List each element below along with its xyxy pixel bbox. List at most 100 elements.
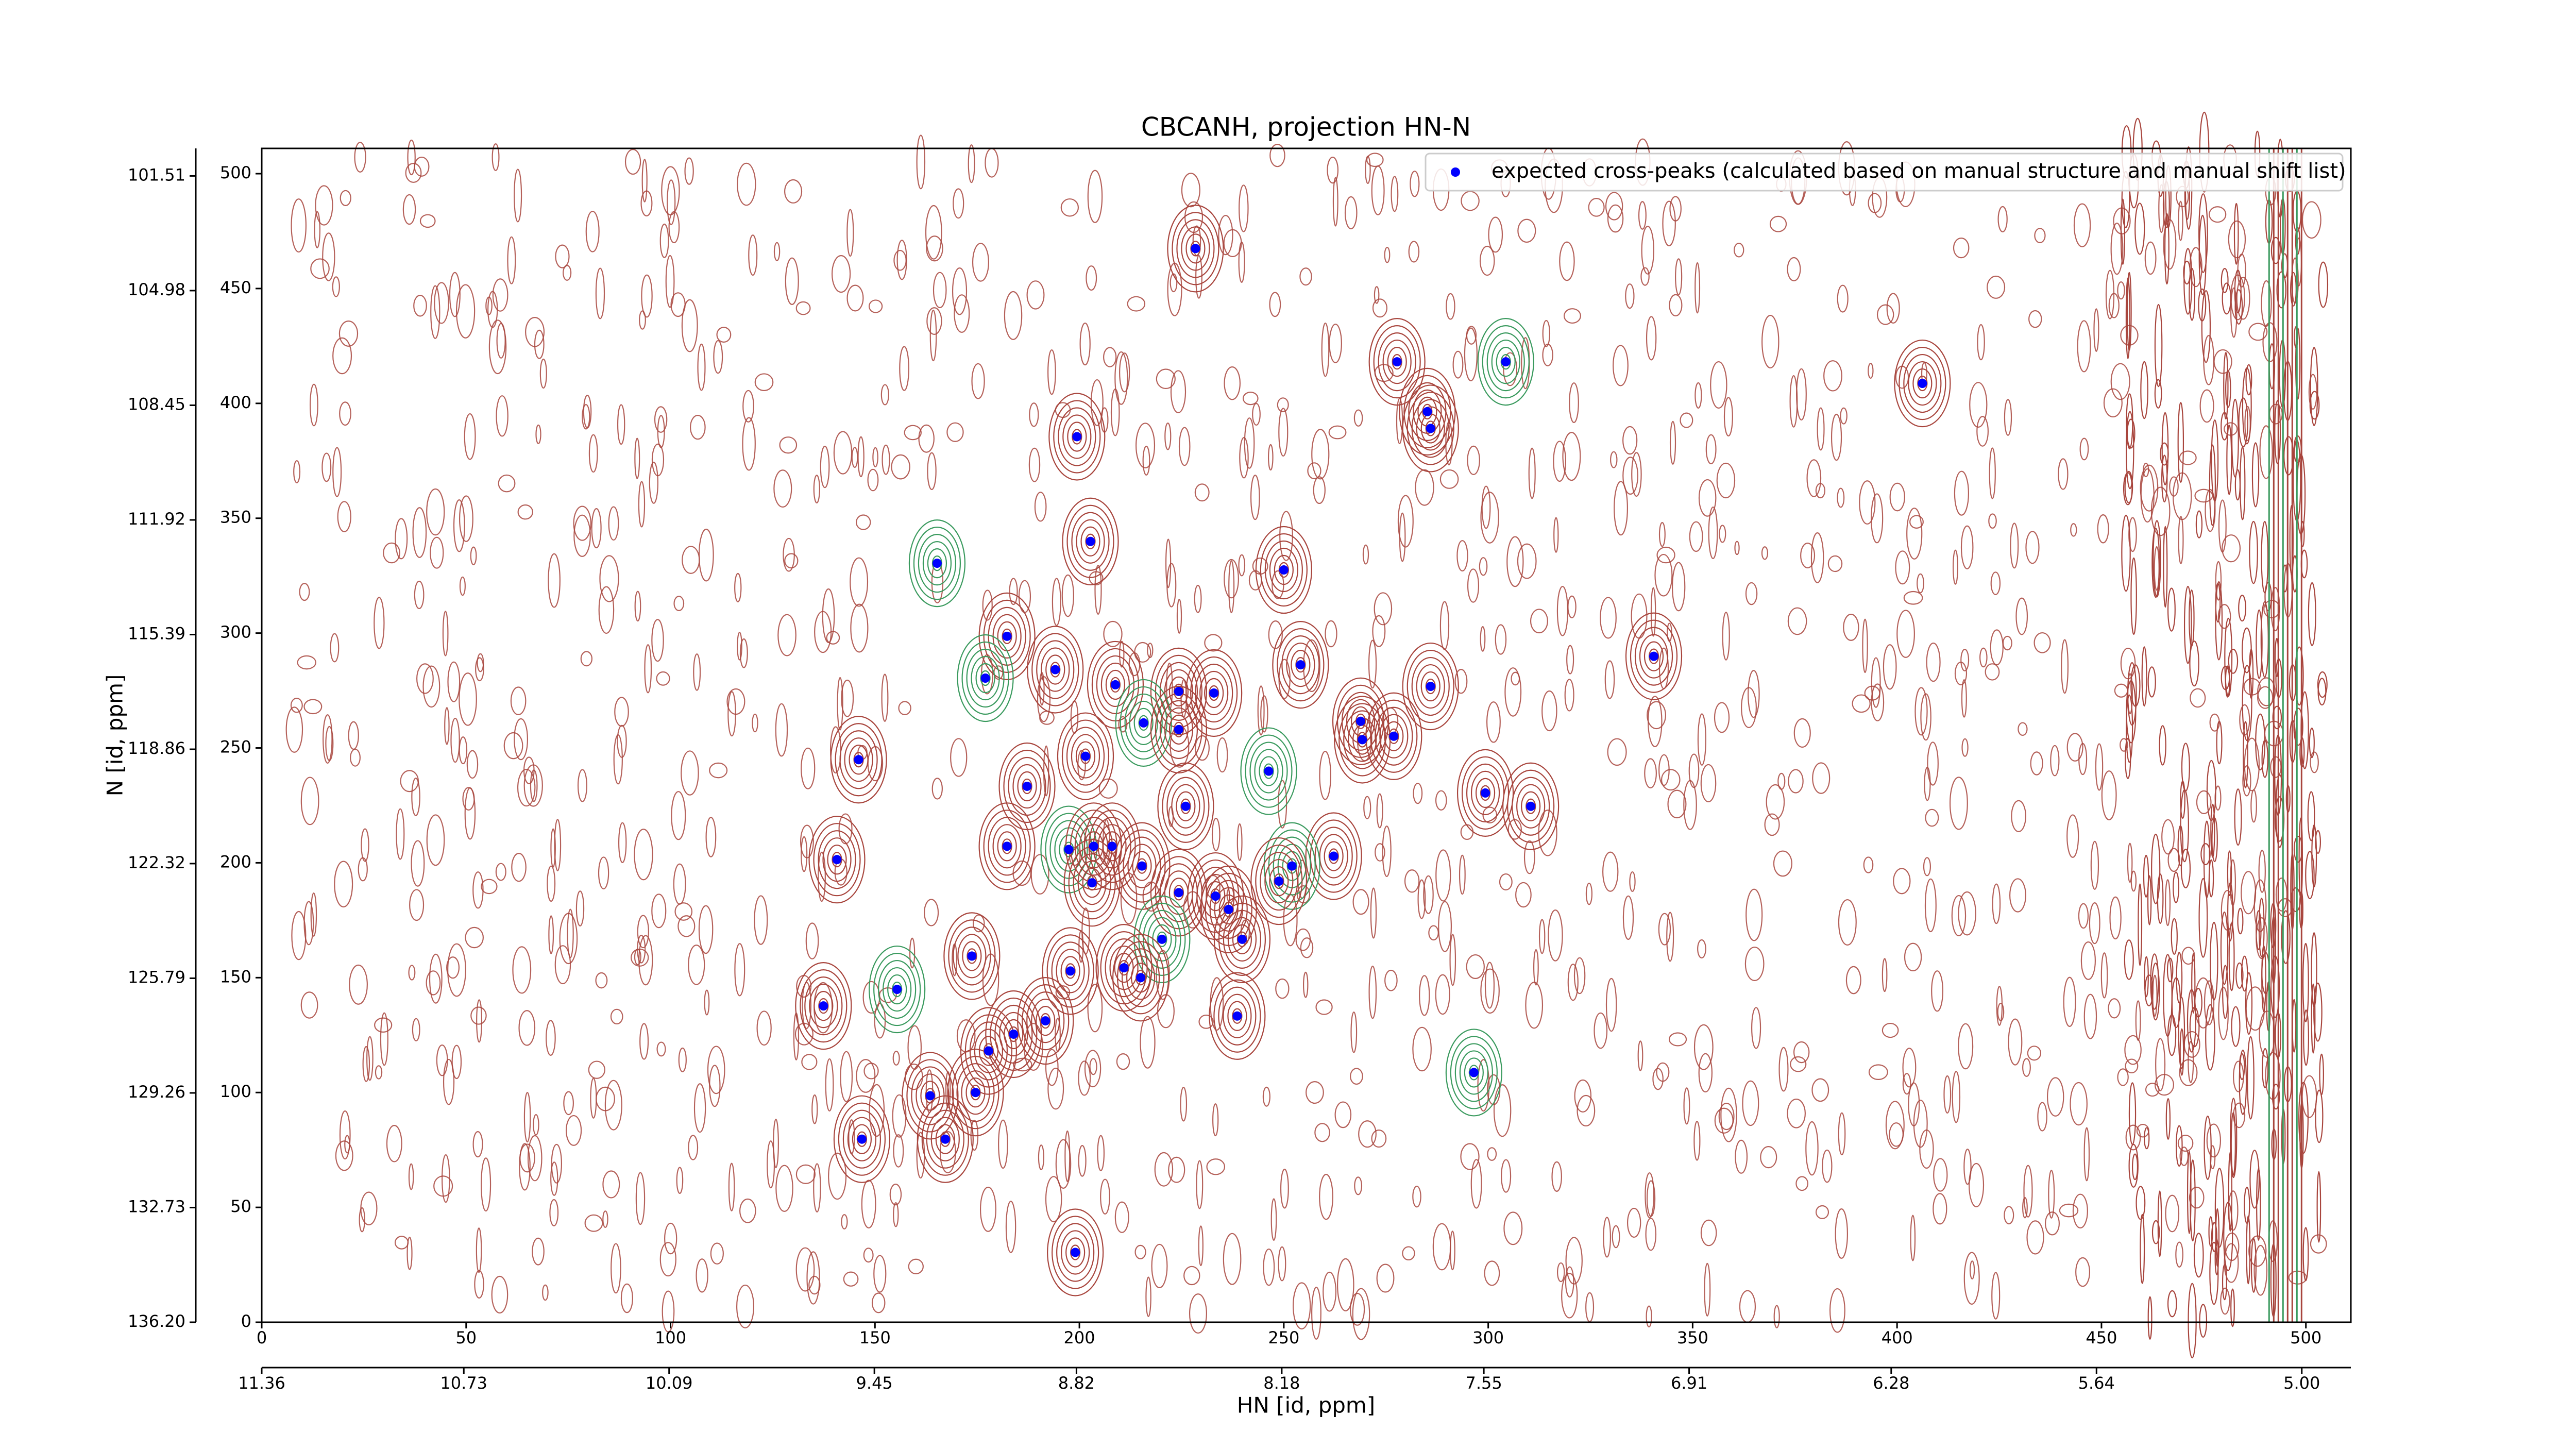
- noise-contour: [1561, 1273, 1578, 1319]
- noise-contour: [2046, 1077, 2064, 1117]
- noise-contour: [1683, 780, 1697, 830]
- noise-contour: [794, 1022, 814, 1046]
- noise-contour: [850, 603, 869, 653]
- x-tick-label: 450: [2086, 1328, 2117, 1347]
- noise-contour: [2302, 942, 2309, 1022]
- noise-contour: [1923, 857, 1931, 877]
- noise-contour: [1556, 585, 1569, 636]
- noise-contour: [773, 469, 792, 508]
- cross-peak: [971, 1088, 980, 1098]
- peak-contour: [983, 810, 1031, 883]
- noise-contour: [1170, 370, 1187, 413]
- noise-contour: [2246, 1215, 2251, 1285]
- noise-contour: [396, 808, 405, 860]
- peak-contour: [1126, 955, 1156, 1000]
- noise-contour: [677, 915, 696, 937]
- noise-contour: [1384, 969, 1398, 991]
- noise-contour: [1817, 407, 1825, 451]
- noise-contour: [2130, 870, 2137, 892]
- noise-contour: [2240, 446, 2246, 520]
- noise-contour: [2189, 1186, 2205, 1209]
- noise-contour: [1675, 258, 1683, 295]
- peak-contour: [1056, 1223, 1095, 1282]
- noise-contour: [736, 1284, 755, 1328]
- noise-contour: [1084, 1050, 1101, 1088]
- noise-contour: [411, 840, 425, 887]
- noise-contour: [2161, 412, 2169, 485]
- noise-contour: [1480, 968, 1500, 1014]
- noise-contour: [1467, 568, 1480, 603]
- noise-contour: [550, 828, 556, 868]
- cross-peak: [1501, 357, 1511, 367]
- noise-contour: [671, 791, 686, 840]
- peak-contour: [969, 1021, 1008, 1081]
- noise-contour: [495, 863, 506, 881]
- noise-contour: [1070, 700, 1079, 734]
- noise-contour: [2167, 1290, 2177, 1318]
- noise-contour: [1924, 878, 1937, 933]
- noise-contour: [1569, 382, 1579, 423]
- noise-contour: [1773, 1305, 1780, 1328]
- noise-contour: [2144, 956, 2149, 998]
- noise-contour: [1009, 578, 1018, 605]
- noise-contour: [1028, 447, 1041, 482]
- noise-contour: [1871, 683, 1885, 721]
- peak-contour: [1496, 347, 1516, 377]
- noise-contour: [1370, 887, 1377, 939]
- noise-contour: [1098, 778, 1118, 799]
- noise-contour: [831, 255, 851, 293]
- noise-contour: [1350, 1068, 1363, 1085]
- x-tick-label: 400: [1882, 1328, 1913, 1347]
- noise-contour: [1541, 690, 1557, 732]
- x-tick-label: 200: [1064, 1328, 1095, 1347]
- peak-contour: [1218, 894, 1239, 925]
- noise-contour: [2189, 267, 2196, 321]
- noise-contour: [1838, 1112, 1846, 1156]
- noise-contour: [1090, 379, 1104, 426]
- peak-contour: [1416, 664, 1445, 709]
- noise-contour: [2222, 534, 2241, 563]
- noise-contour: [1988, 513, 1997, 529]
- noise-contour: [856, 514, 871, 530]
- x2-tick-label: 5.00: [2283, 1373, 2320, 1393]
- peak-contour: [1486, 332, 1525, 392]
- noise-contour: [2083, 993, 2097, 1039]
- noise-contour: [2234, 469, 2241, 501]
- noise-contour: [857, 436, 865, 478]
- peak-contour: [948, 919, 996, 993]
- noise-contour: [2222, 282, 2232, 315]
- noise-contour: [1438, 901, 1452, 952]
- noise-contour: [1449, 934, 1456, 986]
- peak-contour: [1250, 837, 1308, 925]
- noise-contour: [1435, 974, 1450, 1015]
- noise-contour: [1669, 196, 1682, 222]
- noise-contour: [2223, 352, 2229, 420]
- noise-contour: [1831, 413, 1842, 461]
- noise-contour: [2310, 1234, 2327, 1254]
- noise-contour: [998, 1119, 1008, 1169]
- noise-contour: [548, 915, 554, 954]
- noise-contour: [334, 861, 353, 907]
- noise-contour: [2134, 203, 2145, 255]
- noise-contour: [1466, 326, 1477, 345]
- peak-contour: [1105, 669, 1126, 700]
- noise-contour: [1952, 1071, 1961, 1123]
- noise-contour: [1166, 662, 1173, 711]
- noise-contour: [2209, 444, 2216, 526]
- noise-contour: [1530, 609, 1548, 634]
- noise-contour: [595, 972, 608, 989]
- peak-contour: [1240, 727, 1297, 815]
- peak-contour: [1132, 851, 1152, 881]
- noise-contour: [1415, 469, 1434, 506]
- noise-contour: [2233, 1102, 2246, 1128]
- noise-contour: [1700, 1219, 1717, 1246]
- noise-contour: [1705, 434, 1717, 464]
- peak-contour: [1166, 777, 1205, 836]
- noise-contour: [1116, 1053, 1130, 1070]
- noise-contour: [705, 817, 717, 857]
- noise-contour: [555, 244, 570, 268]
- y-tick-label: 100: [220, 1082, 251, 1101]
- noise-contour: [527, 1135, 543, 1182]
- noise-contour: [395, 518, 408, 560]
- noise-contour: [580, 651, 593, 667]
